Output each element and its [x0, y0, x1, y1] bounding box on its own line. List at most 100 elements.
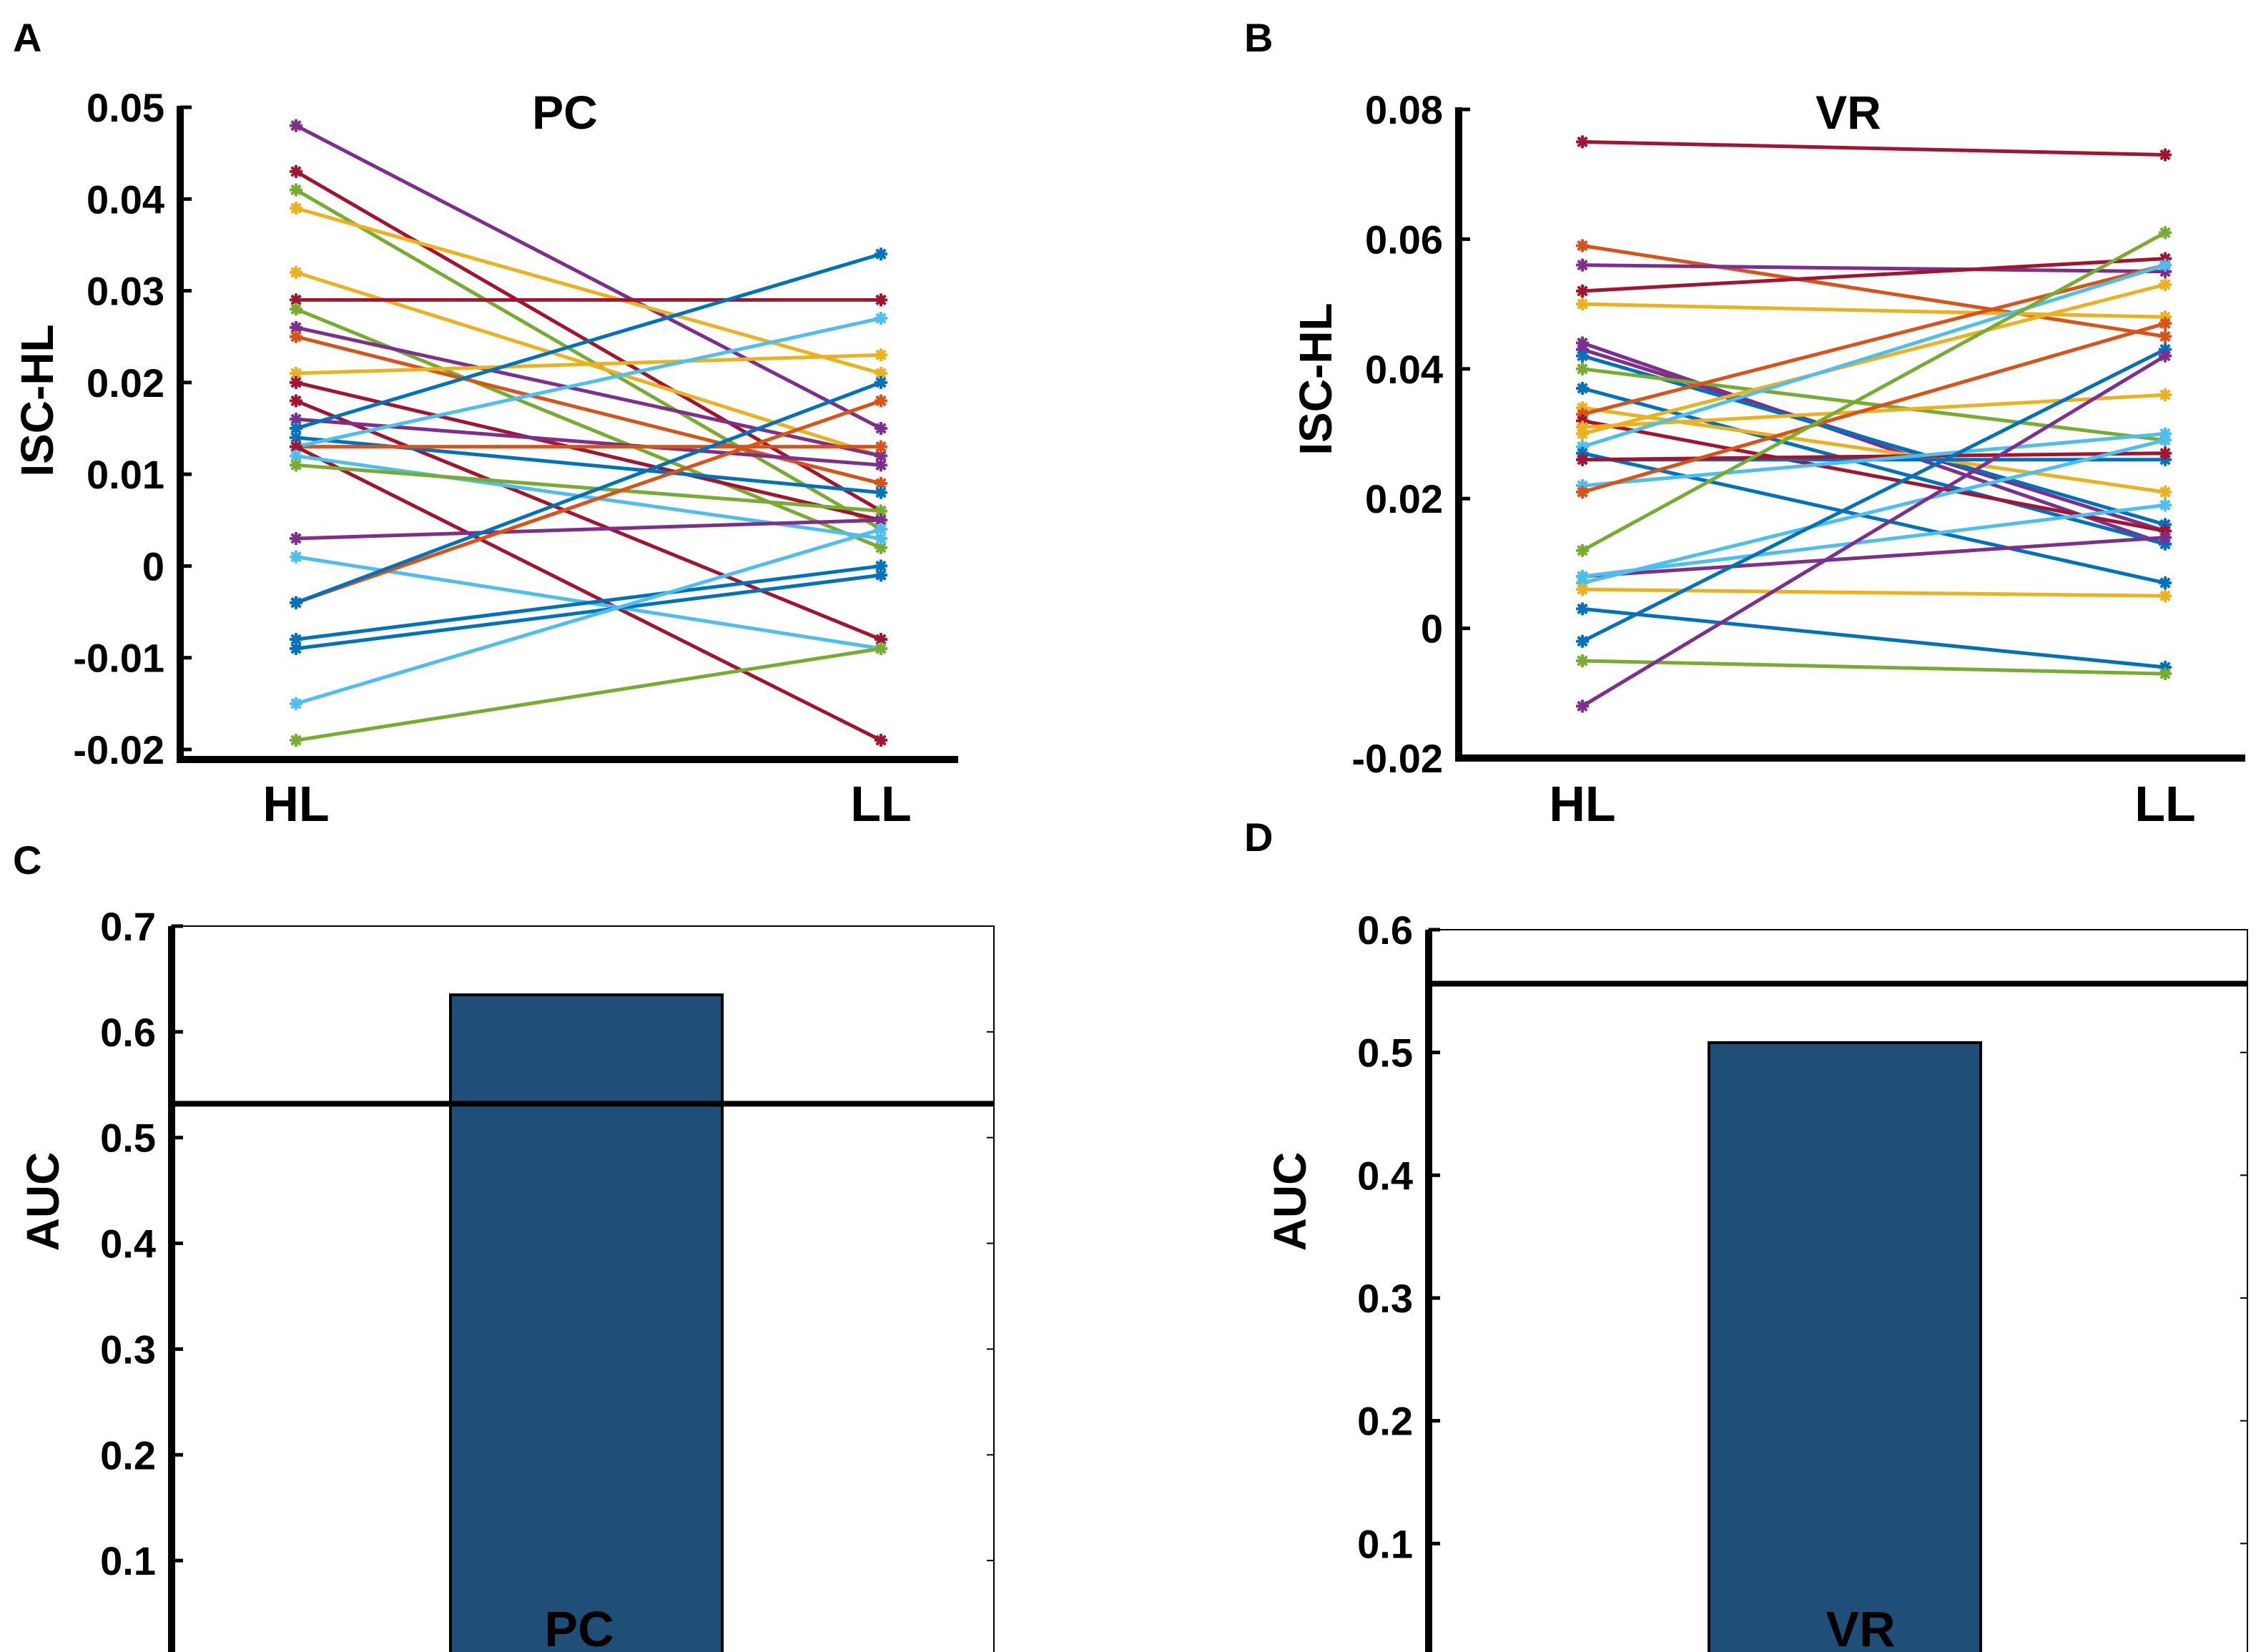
- panel-b-series-line-2: [1582, 243, 2166, 338]
- panel-letter-b: B: [1244, 15, 1273, 60]
- panel-a-series-20-hl-marker: [290, 458, 302, 472]
- panel-a-y-tick-label-0: 0.05: [87, 85, 164, 130]
- panel-b-y-tick-label-5: -0.02: [1351, 736, 1443, 781]
- panel-b-category-hl: HL: [1549, 776, 1615, 832]
- panel-a-y-tick-label-2: 0.03: [87, 269, 164, 314]
- panel-b-series-26-ll-marker: [2159, 589, 2172, 603]
- panel-b-y-tick-label-4: 0: [1421, 606, 1443, 652]
- panel-a-series-line-17: [295, 316, 882, 449]
- panel-b-series-23-ll-marker: [2159, 531, 2172, 544]
- panel-a-series-line-23: [295, 399, 882, 605]
- panel-b-series-line-24: [1582, 503, 2166, 579]
- panel-b-series-5-hl-marker: [1576, 298, 1589, 311]
- panel-b-series-line-28: [1581, 348, 2167, 643]
- panel-b-series-27-hl-marker: [1576, 602, 1589, 616]
- panel-a-series-28-ll-marker: [875, 641, 887, 655]
- panel-a-series-23-ll-marker: [875, 394, 887, 408]
- panel-b-series-line-3: [1582, 263, 2166, 274]
- panel-a-series-5-hl-marker: [290, 265, 302, 279]
- panel-a-series-26-ll-marker: [875, 569, 887, 582]
- panel-b-series-24-ll-marker: [2159, 498, 2172, 512]
- panel-b-y-axis-label: ISC-HL: [1290, 303, 1341, 455]
- panel-a-series-18-ll-marker: [875, 734, 887, 747]
- panel-c-y-tick-label-3: 0.4: [100, 1221, 156, 1267]
- panel-c-bar-pc: [449, 993, 724, 1652]
- panel-a-series: [290, 119, 887, 747]
- panel-b-series-29-ll-marker: [2159, 667, 2172, 681]
- panel-c-y-tick-label-6: 0.1: [100, 1538, 156, 1583]
- panel-a-series-line-12: [295, 399, 882, 641]
- panel-b-series-26-hl-marker: [1576, 583, 1589, 596]
- panel-a-series-15-hl-marker: [290, 431, 302, 444]
- panel-letter-d: D: [1244, 815, 1273, 860]
- panel-a-y-tick-label-7: -0.02: [73, 727, 164, 772]
- panel-b-series-line-17: [1582, 451, 2166, 585]
- panel-b-series-line-26: [1582, 587, 2166, 598]
- panel-b-series-28-hl-marker: [1576, 634, 1589, 648]
- panel-b-series-21-ll-marker: [2159, 317, 2172, 330]
- panel-a-series-line-10: [295, 353, 882, 375]
- panel-d-y-tick-label-5: 0.1: [1357, 1521, 1413, 1566]
- panel-a-series-line-20: [295, 463, 882, 513]
- panel-b-series-line-19: [1582, 451, 2166, 462]
- panel-a-series-line-3: [295, 188, 882, 531]
- panel-d-y-tick-label-3: 0.3: [1357, 1276, 1413, 1321]
- panel-b-y-tick-label-0: 0.08: [1365, 87, 1443, 132]
- panel-a-series-3-hl-marker: [290, 183, 302, 197]
- panel-b-series-15-ll-marker: [2159, 277, 2172, 291]
- panel-a-title: PC: [532, 86, 598, 139]
- panel-c-y-tick-label-4: 0.3: [100, 1327, 156, 1372]
- panel-a-series-6-ll-marker: [875, 293, 887, 307]
- panel-a-series-25-ll-marker: [875, 559, 887, 573]
- panel-b-series-19-hl-marker: [1576, 453, 1589, 466]
- panel-b-series-line-5: [1582, 302, 2166, 319]
- panel-c-y-tick-label-1: 0.6: [100, 1010, 156, 1055]
- panel-b-series-line-1: [1582, 139, 2166, 157]
- panel-b-y-tick-label-3: 0.02: [1365, 476, 1443, 521]
- panel-a-series-22-hl-marker: [290, 550, 302, 564]
- panel-c-y-axis-label: AUC: [17, 1152, 69, 1252]
- panel-a-series-14-ll-marker: [875, 247, 887, 261]
- panel-a-series-9-hl-marker: [290, 330, 302, 343]
- panel-a-series-17-ll-marker: [875, 312, 887, 325]
- panel-d-bar-vr: [1708, 1041, 1982, 1652]
- panel-b-series-line-27: [1582, 606, 2166, 669]
- panel-a-series-2-hl-marker: [290, 164, 302, 178]
- panel-b-series-22-ll-marker: [2159, 226, 2172, 240]
- panel-d-y-tick-label-2: 0.4: [1357, 1153, 1413, 1198]
- panel-c-category-pc: PC: [544, 1601, 614, 1652]
- panel-a-y-axis-label: ISC-HL: [11, 324, 63, 476]
- panel-a-series-line-1: [295, 124, 882, 431]
- panel-b-series-line-14: [1582, 393, 2166, 429]
- panel-d-y-ticks: 0.6 0.5 0.4 0.3 0.2 0.1: [1357, 908, 2247, 1566]
- panel-a-series-line-25: [295, 564, 882, 641]
- panel-a-series-line-27: [295, 527, 882, 706]
- panel-b-series-22-hl-marker: [1576, 544, 1589, 557]
- panel-a-series-line-4: [295, 206, 882, 375]
- panel-b-series-9-hl-marker: [1576, 362, 1589, 375]
- panel-b-series-14-ll-marker: [2159, 388, 2172, 402]
- panel-a-y-tick-label-3: 0.02: [87, 360, 164, 405]
- panel-a-series-1-hl-marker: [290, 119, 302, 132]
- panel-a-series-line-11: [295, 380, 882, 522]
- panel-b-series-line-13: [1582, 418, 2166, 534]
- panel-a-series-10-ll-marker: [875, 348, 887, 362]
- panel-b-series-30-hl-marker: [1576, 699, 1589, 713]
- panel-b-series-line-20: [1582, 432, 2166, 488]
- panel-b-series-4-hl-marker: [1576, 284, 1589, 298]
- panel-d-y-tick-label-4: 0.2: [1357, 1399, 1413, 1444]
- panel-b-series-line-16: [1582, 263, 2166, 449]
- panel-b-series-2-hl-marker: [1576, 239, 1589, 252]
- panel-a-series-line-14: [295, 252, 882, 431]
- panel-b-series-30-ll-marker: [2159, 349, 2172, 363]
- panel-a-series-line-26: [295, 573, 882, 651]
- panel-a-series-27-ll-marker: [875, 523, 887, 536]
- panel-b-category-ll: LL: [2134, 776, 2196, 832]
- panel-b-series-17-ll-marker: [2159, 576, 2172, 590]
- panel-d-y-tick-label-0: 0.6: [1357, 908, 1413, 953]
- panel-d-y-tick-label-1: 0.5: [1357, 1031, 1413, 1076]
- panel-a-series-1-ll-marker: [875, 422, 887, 435]
- panel-a-series-16-ll-marker: [875, 440, 887, 453]
- panel-a-y-tick-label-4: 0.01: [87, 452, 164, 497]
